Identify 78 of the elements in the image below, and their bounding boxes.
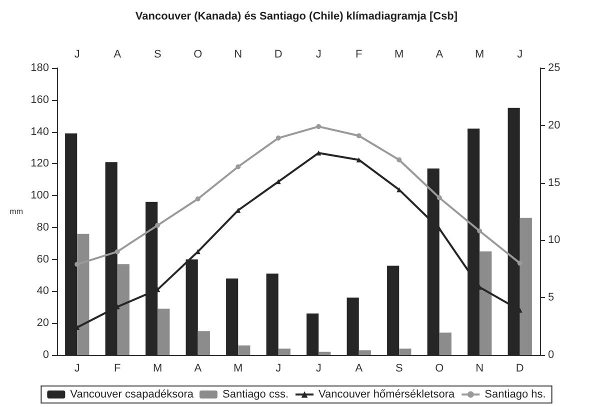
bar xyxy=(266,274,278,355)
point xyxy=(195,196,200,202)
y-tick-label: 120 xyxy=(30,158,49,170)
text: J xyxy=(74,48,80,60)
legend-label: Vancouver csapadéksora xyxy=(70,388,194,400)
text: J xyxy=(316,48,322,60)
point xyxy=(316,124,322,130)
x-tick-label: M xyxy=(153,362,162,374)
text: D xyxy=(274,48,282,60)
text: A xyxy=(436,48,444,60)
x-tick-label: J xyxy=(276,362,282,374)
point xyxy=(396,157,402,162)
bar xyxy=(77,234,90,355)
bar xyxy=(158,308,170,355)
y2-tick-label: 5 xyxy=(548,292,554,304)
y2-tick-label: 25 xyxy=(548,62,560,74)
legend-label: Vancouver hőmérsékletsora xyxy=(318,388,456,400)
chart-title: Vancouver (Kanada) és Santiago (Chile) klímadiagramja [Csb] xyxy=(135,10,458,22)
y-tick-label: 60 xyxy=(36,253,49,266)
y2-tick-label: 20 xyxy=(548,119,560,132)
x-tick-label: J xyxy=(74,362,80,374)
text: A xyxy=(114,48,122,60)
bar xyxy=(306,314,319,355)
y-tick-label: 20 xyxy=(36,317,49,330)
text: M xyxy=(475,48,484,60)
y-tick-label: 0 xyxy=(42,349,49,361)
y-tick-label: 80 xyxy=(36,221,49,234)
text: M xyxy=(394,48,404,60)
x-tick-label: A xyxy=(355,362,364,374)
x-tick-label: D xyxy=(516,362,524,374)
y2-tick-label: 10 xyxy=(548,234,560,246)
y-tick-label: 180 xyxy=(30,62,49,74)
bar xyxy=(238,345,250,355)
x-tick-label: F xyxy=(114,362,122,374)
x-tick-label: A xyxy=(194,362,202,374)
y-axis-title: mm xyxy=(10,207,24,216)
point xyxy=(276,136,281,141)
y-tick-label: 40 xyxy=(36,285,49,298)
point xyxy=(236,164,241,170)
legend-label: Santiago hs. xyxy=(484,388,546,400)
bar xyxy=(278,348,290,355)
bar xyxy=(439,332,452,355)
point xyxy=(356,157,362,162)
point xyxy=(155,222,160,228)
bar xyxy=(387,266,400,355)
point xyxy=(114,249,120,254)
bar xyxy=(399,348,412,355)
text: S xyxy=(154,48,162,60)
x-tick-label: M xyxy=(234,362,243,374)
x-tick-label: O xyxy=(435,362,444,374)
bar xyxy=(318,352,331,355)
text: N xyxy=(234,48,242,60)
bar xyxy=(117,264,130,355)
point xyxy=(477,228,482,234)
bar xyxy=(346,298,359,355)
point xyxy=(276,179,281,184)
x-tick-label: N xyxy=(476,362,484,374)
bar xyxy=(198,331,210,355)
text: F xyxy=(356,48,363,60)
y-tick-label: 160 xyxy=(30,94,49,106)
point xyxy=(436,195,442,200)
point xyxy=(74,262,80,267)
y2-tick-label: 15 xyxy=(548,176,560,189)
point xyxy=(316,150,322,156)
text: O xyxy=(194,48,203,60)
bar xyxy=(480,251,492,355)
bar xyxy=(226,278,238,355)
y-tick-label: 140 xyxy=(30,126,49,138)
point xyxy=(356,133,362,138)
y2-tick-label: 0 xyxy=(548,349,554,361)
bar xyxy=(358,350,371,355)
x-tick-label: J xyxy=(316,362,322,374)
bar xyxy=(520,218,532,355)
text: J xyxy=(517,48,523,60)
point xyxy=(517,260,522,266)
y-tick-label: 100 xyxy=(30,190,49,202)
legend-label: Santiago css. xyxy=(222,388,289,400)
x-tick-label: S xyxy=(395,362,403,374)
